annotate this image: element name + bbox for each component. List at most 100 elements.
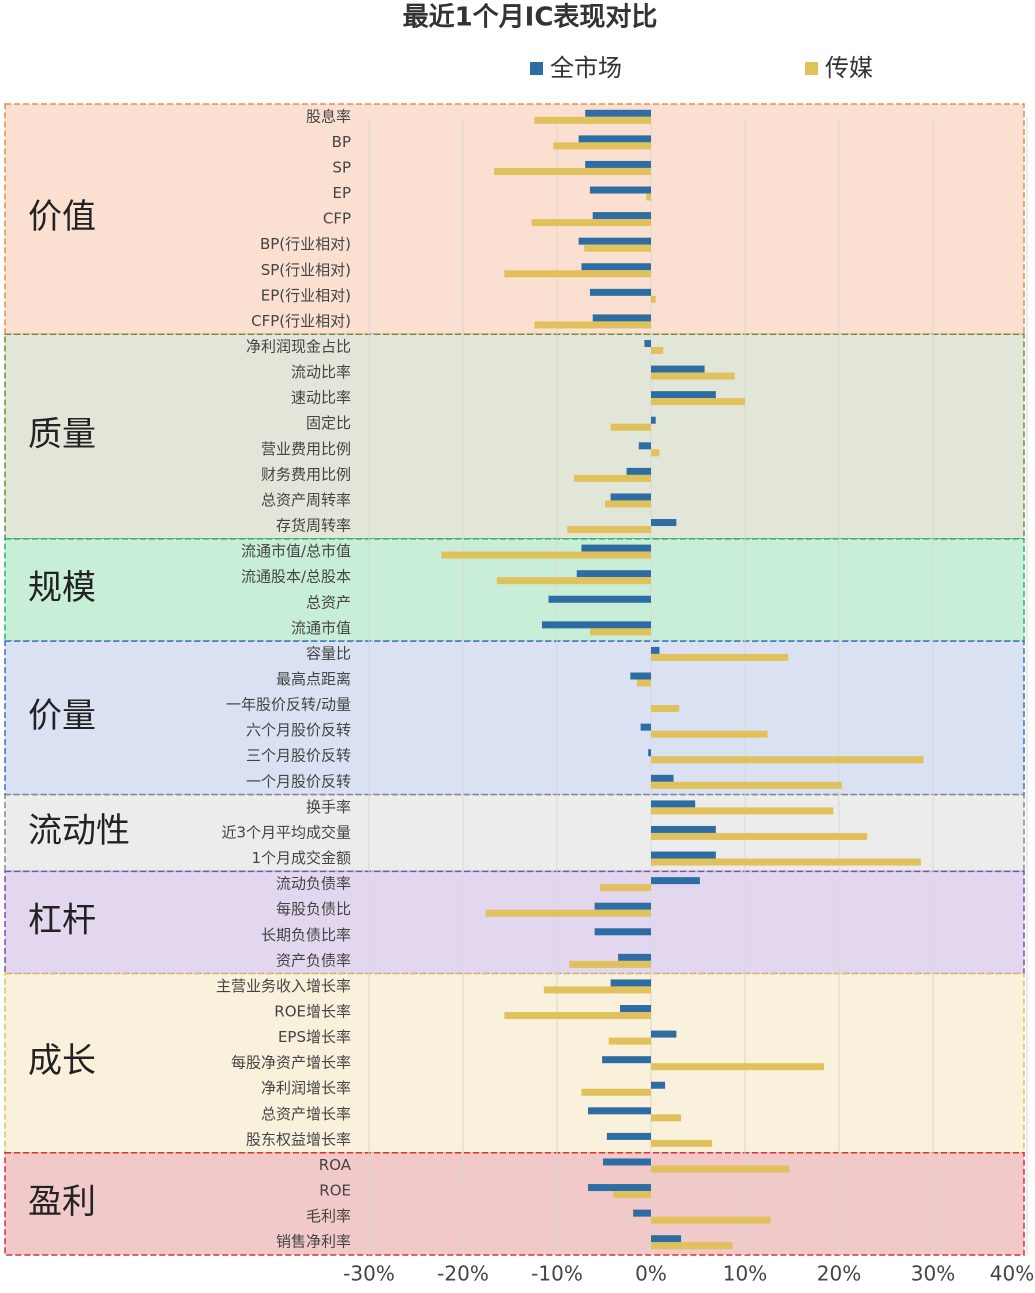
y-tick-label: 近3个月平均成交量 (221, 823, 351, 841)
bar (602, 1056, 651, 1064)
bar (541, 621, 651, 629)
y-tick-label: 净利润增长率 (261, 1079, 351, 1097)
bar (494, 167, 651, 175)
y-tick-label: 流动负债率 (276, 875, 351, 893)
bar (576, 570, 651, 578)
bar (651, 825, 716, 833)
x-tick-label: -30% (343, 1262, 395, 1286)
group-label: 规模 (28, 568, 96, 608)
bar (651, 519, 677, 527)
bar (578, 135, 651, 143)
bar (651, 653, 789, 661)
bar (651, 1216, 771, 1224)
bar (588, 1184, 651, 1192)
y-tick-label: 流通市值 (291, 619, 351, 637)
bar (651, 858, 921, 866)
y-tick-label: SP (332, 158, 351, 176)
y-tick-label: 流动比率 (291, 363, 351, 381)
bar (504, 1012, 651, 1020)
bar (651, 365, 705, 373)
bar (651, 346, 664, 354)
bar (651, 832, 868, 840)
bar (651, 800, 696, 808)
bar (581, 263, 651, 271)
legend-label: 传媒 (825, 54, 873, 82)
bar (630, 672, 651, 680)
y-tick-label: 总资产增长率 (261, 1105, 351, 1123)
y-tick-label: 营业费用比例 (261, 440, 351, 458)
bar (633, 1209, 651, 1217)
y-tick-label: 固定比 (306, 414, 351, 432)
x-tick-label: 30% (911, 1262, 955, 1286)
bar (610, 423, 651, 431)
bar (534, 321, 651, 329)
group-box (4, 103, 1025, 335)
bar (651, 774, 674, 782)
bar (648, 749, 651, 757)
y-tick-label: 1个月成交金额 (251, 849, 351, 867)
bar (594, 928, 651, 936)
bar (651, 807, 834, 815)
y-tick-label: 总资产 (306, 593, 351, 611)
y-tick-label: 资产负债率 (276, 951, 351, 969)
bar (441, 551, 651, 559)
group-box (4, 640, 1025, 796)
y-tick-label: 流通市值/总市值 (241, 542, 351, 560)
bar (578, 237, 651, 245)
y-tick-label: 长期负债比率 (261, 926, 351, 944)
y-tick-label: 换手率 (306, 798, 351, 816)
bar (585, 109, 651, 117)
bar (531, 219, 651, 227)
group-box (4, 870, 1025, 975)
bar (651, 1114, 682, 1122)
bar (603, 1158, 651, 1166)
y-tick-label: 净利润现金占比 (246, 337, 351, 355)
bar (567, 526, 651, 534)
bar (592, 212, 651, 220)
y-tick-label: ROE增长率 (274, 1003, 351, 1021)
x-tick-label: 40% (990, 1262, 1034, 1286)
bar (610, 979, 651, 987)
bar (651, 1030, 677, 1038)
y-tick-label: 存货周转率 (276, 517, 351, 535)
y-tick-label: EP(行业相对) (261, 286, 351, 304)
y-tick-label: 六个月股价反转 (246, 721, 351, 739)
y-tick-label: 最高点距离 (276, 670, 351, 688)
x-tick-label: -10% (531, 1262, 583, 1286)
bar (651, 1242, 733, 1250)
bar (644, 339, 651, 347)
y-tick-label: 股息率 (306, 107, 351, 125)
bar (651, 646, 660, 654)
x-tick-label: -20% (437, 1262, 489, 1286)
bar (581, 1088, 651, 1096)
legend-label: 全市场 (550, 54, 622, 82)
group-label: 杠杆 (28, 900, 96, 940)
bar (600, 884, 651, 892)
bar (606, 1132, 651, 1140)
bar (651, 851, 716, 859)
y-tick-label: 容量比 (306, 644, 351, 662)
bar (534, 116, 651, 124)
bar (604, 500, 651, 508)
bar (651, 398, 745, 406)
group-box (4, 333, 1025, 540)
y-tick-label: 一个月股价反转 (246, 772, 351, 790)
bar (638, 442, 651, 450)
y-tick-label: 销售净利率 (276, 1233, 351, 1251)
bar (543, 986, 651, 994)
y-tick-label: ROA (319, 1156, 352, 1174)
y-tick-label: 股东权益增长率 (246, 1130, 351, 1148)
bar (651, 1139, 713, 1147)
bar (588, 1107, 651, 1115)
x-tick-label: 20% (817, 1262, 861, 1286)
group-label: 流动性 (28, 811, 130, 851)
bar (585, 160, 651, 168)
bar (584, 244, 651, 252)
bar (651, 295, 656, 303)
bar (608, 1037, 651, 1045)
group-label: 成长 (28, 1041, 96, 1081)
y-tick-label: 每股净资产增长率 (231, 1054, 351, 1072)
bar (651, 372, 735, 380)
bar (592, 314, 651, 322)
